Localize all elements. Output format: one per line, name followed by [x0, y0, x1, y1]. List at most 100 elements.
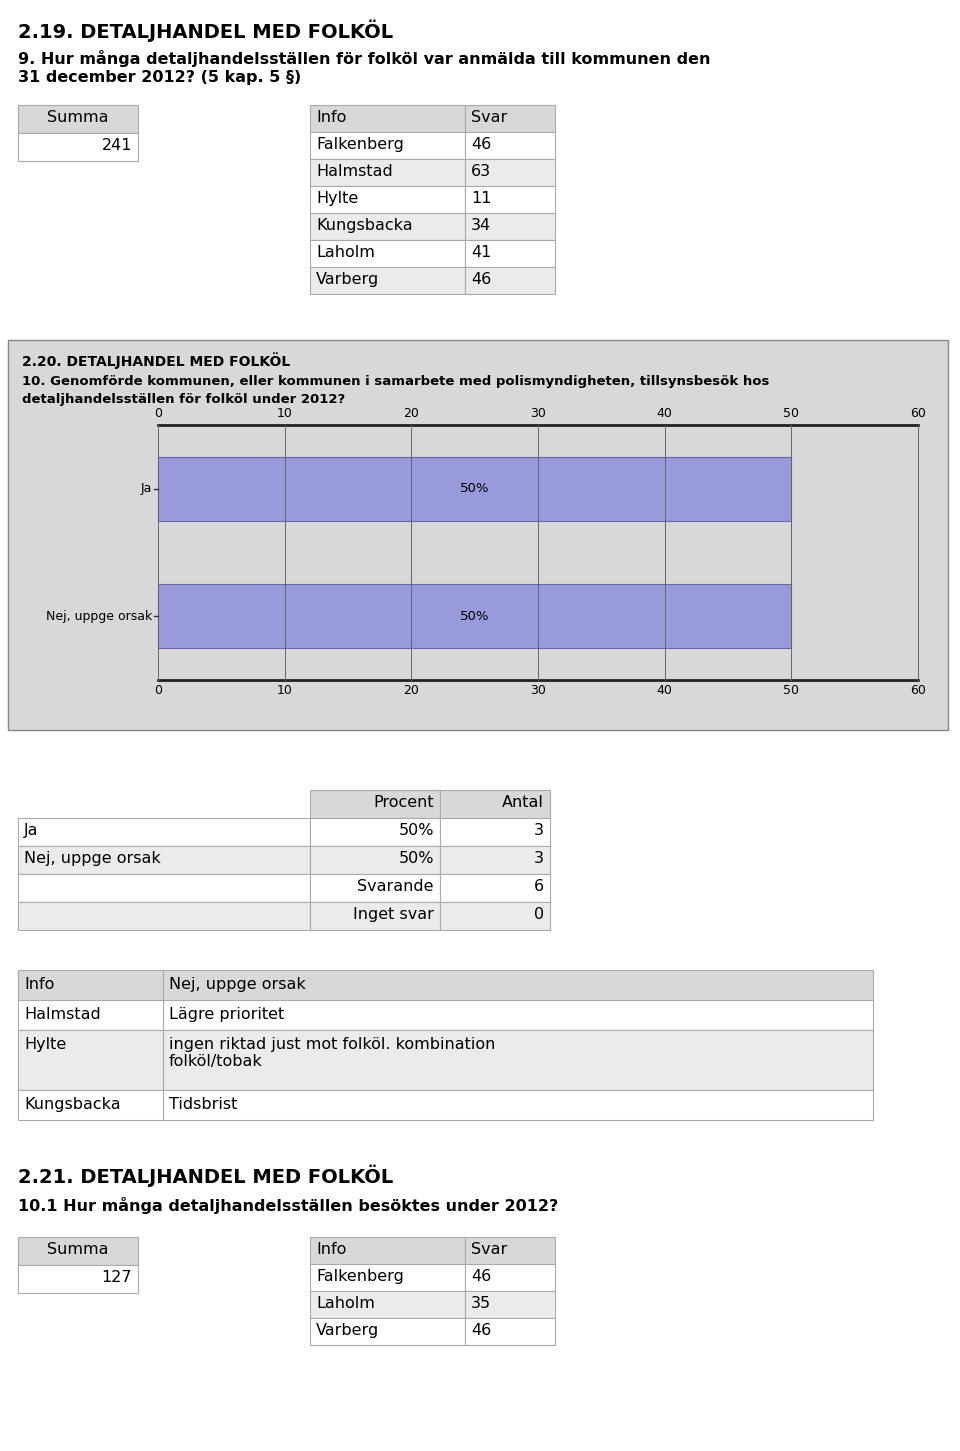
Text: Halmstad: Halmstad — [24, 1007, 101, 1022]
Text: 46: 46 — [471, 1270, 492, 1284]
Text: Kungsbacka: Kungsbacka — [316, 218, 413, 234]
Text: 50%: 50% — [398, 850, 434, 866]
Bar — [465, 1238, 555, 1264]
Bar — [163, 1090, 873, 1120]
Text: Nej, uppge orsak: Nej, uppge orsak — [169, 977, 305, 992]
Bar — [465, 1318, 555, 1345]
Bar — [8, 340, 948, 730]
Text: 9. Hur många detaljhandelsställen för folköl var anmälda till kommunen den: 9. Hur många detaljhandelsställen för fo… — [18, 49, 710, 67]
Bar — [18, 874, 310, 903]
Text: 10: 10 — [276, 406, 293, 419]
Bar — [18, 1030, 163, 1090]
Bar — [465, 160, 555, 186]
Bar — [18, 971, 163, 1000]
Bar — [310, 818, 440, 846]
Text: 60: 60 — [910, 683, 926, 696]
Bar — [465, 213, 555, 239]
Text: 3: 3 — [534, 850, 544, 866]
Bar — [310, 239, 465, 267]
Text: 34: 34 — [471, 218, 492, 234]
Text: 60: 60 — [910, 406, 926, 419]
Bar — [163, 971, 873, 1000]
Bar — [465, 267, 555, 295]
Bar — [310, 132, 465, 160]
Bar — [18, 846, 310, 874]
Text: Laholm: Laholm — [316, 1296, 374, 1312]
Text: Tidsbrist: Tidsbrist — [169, 1097, 237, 1111]
Text: 30: 30 — [530, 683, 546, 696]
Text: Svar: Svar — [471, 110, 507, 125]
Bar — [310, 160, 465, 186]
Bar — [18, 903, 310, 930]
Bar — [18, 818, 310, 846]
Text: 50%: 50% — [460, 609, 490, 622]
Bar — [310, 789, 440, 818]
Text: Falkenberg: Falkenberg — [316, 1270, 404, 1284]
Text: Laholm: Laholm — [316, 245, 374, 260]
Bar — [163, 1030, 873, 1090]
Text: 40: 40 — [657, 406, 673, 419]
Text: Summa: Summa — [47, 1242, 108, 1257]
Bar — [440, 818, 550, 846]
Bar — [440, 789, 550, 818]
Text: 46: 46 — [471, 271, 492, 287]
Text: 35: 35 — [471, 1296, 492, 1312]
Text: Inget svar: Inget svar — [353, 907, 434, 921]
Text: 2.21. DETALJHANDEL MED FOLKÖL: 2.21. DETALJHANDEL MED FOLKÖL — [18, 1165, 394, 1187]
Text: Kungsbacka: Kungsbacka — [24, 1097, 121, 1111]
Text: Summa: Summa — [47, 110, 108, 125]
Text: 127: 127 — [102, 1270, 132, 1286]
Text: 41: 41 — [471, 245, 492, 260]
Bar — [310, 267, 465, 295]
Text: Info: Info — [24, 977, 55, 992]
Bar — [465, 104, 555, 132]
Text: Halmstad: Halmstad — [316, 164, 393, 178]
Bar — [310, 186, 465, 213]
Bar — [440, 846, 550, 874]
Text: 241: 241 — [102, 138, 132, 152]
Text: Varberg: Varberg — [316, 271, 379, 287]
Bar — [465, 1264, 555, 1291]
Text: 10.1 Hur många detaljhandelsställen besöktes under 2012?: 10.1 Hur många detaljhandelsställen besö… — [18, 1197, 559, 1214]
Text: Info: Info — [316, 110, 347, 125]
Text: Svar: Svar — [471, 1242, 507, 1257]
Text: Svarande: Svarande — [357, 879, 434, 894]
Text: 10. Genomförde kommunen, eller kommunen i samarbete med polismyndigheten, tillsy: 10. Genomförde kommunen, eller kommunen … — [22, 374, 769, 387]
Text: Nej, uppge orsak: Nej, uppge orsak — [46, 609, 152, 622]
Text: 50%: 50% — [398, 823, 434, 839]
Text: 2.19. DETALJHANDEL MED FOLKÖL: 2.19. DETALJHANDEL MED FOLKÖL — [18, 20, 394, 42]
Bar — [18, 133, 138, 161]
Bar — [465, 132, 555, 160]
Text: Procent: Procent — [373, 795, 434, 810]
Text: detaljhandelsställen för folköl under 2012?: detaljhandelsställen för folköl under 20… — [22, 393, 346, 406]
Text: 0: 0 — [154, 683, 162, 696]
Text: ingen riktad just mot folköl. kombination
folköl/tobak: ingen riktad just mot folköl. kombinatio… — [169, 1037, 495, 1069]
Text: Hylte: Hylte — [24, 1037, 66, 1052]
Bar — [310, 903, 440, 930]
Text: 3: 3 — [534, 823, 544, 839]
Text: 20: 20 — [403, 683, 420, 696]
Bar — [310, 104, 465, 132]
Text: 46: 46 — [471, 1323, 492, 1338]
Text: Varberg: Varberg — [316, 1323, 379, 1338]
Text: Ja: Ja — [24, 823, 38, 839]
Text: 63: 63 — [471, 164, 492, 178]
Text: Falkenberg: Falkenberg — [316, 136, 404, 152]
Bar — [310, 846, 440, 874]
Bar — [440, 874, 550, 903]
Bar — [440, 903, 550, 930]
Text: Ja: Ja — [140, 482, 152, 495]
Text: 50%: 50% — [460, 482, 490, 495]
Bar — [18, 1265, 138, 1293]
Text: 2.20. DETALJHANDEL MED FOLKÖL: 2.20. DETALJHANDEL MED FOLKÖL — [22, 353, 290, 369]
Text: Lägre prioritet: Lägre prioritet — [169, 1007, 284, 1022]
Text: 40: 40 — [657, 683, 673, 696]
Bar — [465, 186, 555, 213]
Text: 6: 6 — [534, 879, 544, 894]
Text: 50: 50 — [783, 683, 800, 696]
Bar — [310, 1264, 465, 1291]
Text: Nej, uppge orsak: Nej, uppge orsak — [24, 850, 160, 866]
Bar — [310, 1318, 465, 1345]
Text: Info: Info — [316, 1242, 347, 1257]
Bar — [18, 1090, 163, 1120]
